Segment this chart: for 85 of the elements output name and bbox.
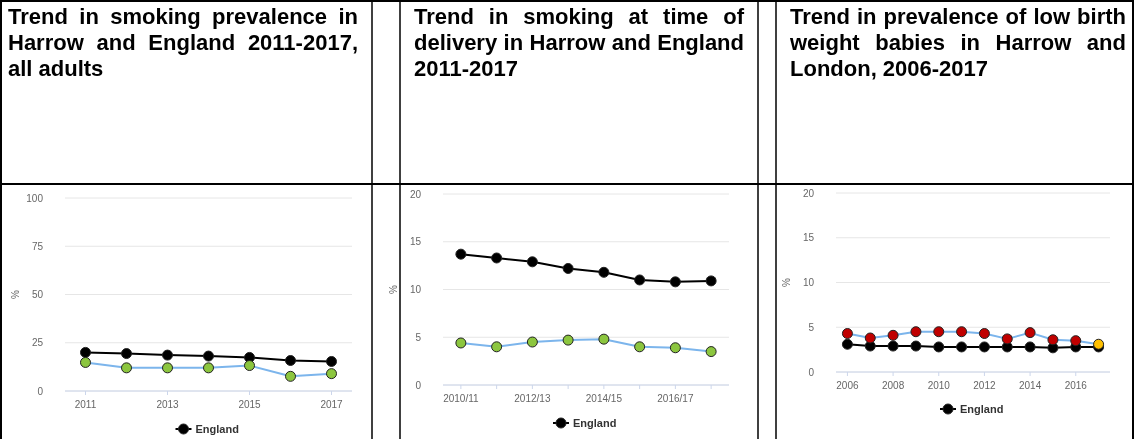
point xyxy=(285,355,296,367)
point xyxy=(1024,341,1036,353)
y-tick-label: 100 xyxy=(26,192,44,204)
point xyxy=(491,341,503,353)
x-tick-label: 2011 xyxy=(74,399,97,410)
point xyxy=(203,362,214,374)
x-tick-label: 2013 xyxy=(156,399,180,410)
y-tick-label: 0 xyxy=(415,379,422,391)
point xyxy=(978,341,990,353)
point xyxy=(326,355,337,367)
y-tick-label: 75 xyxy=(31,240,44,252)
point xyxy=(864,332,876,344)
point xyxy=(634,274,646,286)
point xyxy=(526,256,538,268)
point xyxy=(933,326,945,338)
point xyxy=(933,341,945,353)
point xyxy=(121,362,132,374)
y-tick-label: 10 xyxy=(802,277,815,288)
x-tick-label: 2017 xyxy=(320,399,344,410)
point xyxy=(491,252,503,264)
x-tick-label: 2010 xyxy=(927,380,951,391)
x-tick-label: 2014/15 xyxy=(585,393,623,404)
point xyxy=(910,326,922,338)
point xyxy=(887,329,899,341)
point xyxy=(203,350,214,362)
point xyxy=(1070,335,1082,347)
y-tick-label: 25 xyxy=(31,337,44,349)
legend-label: England xyxy=(195,423,239,435)
point xyxy=(841,328,853,340)
y-axis-title: % xyxy=(781,277,792,287)
point xyxy=(562,334,574,346)
y-tick-label: 0 xyxy=(37,385,44,397)
point xyxy=(705,346,717,358)
y-axis-title: % xyxy=(10,289,21,299)
point xyxy=(956,341,968,353)
y-tick-label: 5 xyxy=(415,331,422,343)
point xyxy=(162,362,173,374)
point xyxy=(598,333,610,345)
y-tick-label: 50 xyxy=(31,289,44,300)
point xyxy=(598,266,610,278)
y-axis-title: % xyxy=(388,284,399,294)
x-tick-label: 2014 xyxy=(1018,380,1042,391)
y-tick-label: 20 xyxy=(409,188,422,200)
x-tick-label: 2012 xyxy=(973,380,996,391)
point xyxy=(1047,334,1059,346)
x-tick-label: 2010/11 xyxy=(443,393,480,404)
x-tick-label: 2008 xyxy=(881,380,905,391)
point xyxy=(1001,333,1013,345)
point xyxy=(1024,327,1036,339)
point xyxy=(705,275,717,287)
point xyxy=(956,326,968,338)
point xyxy=(841,338,853,350)
point xyxy=(121,348,132,360)
chart-title: Trend in prevalence of low birth weight babies in Harrow and London, 2006-2017 xyxy=(790,4,1126,82)
point xyxy=(669,342,681,354)
point xyxy=(162,349,173,361)
y-tick-label: 15 xyxy=(802,232,815,244)
point xyxy=(910,340,922,352)
point xyxy=(455,248,467,260)
point xyxy=(634,341,646,353)
point xyxy=(326,368,337,380)
point xyxy=(80,346,91,358)
y-tick-label: 10 xyxy=(409,284,422,295)
x-tick-label: 2016 xyxy=(1064,380,1088,391)
x-tick-label: 2006 xyxy=(836,380,859,391)
x-tick-label: 2015 xyxy=(238,399,262,410)
point xyxy=(526,336,538,348)
legend-label: England xyxy=(960,403,1004,415)
point xyxy=(887,340,899,352)
point xyxy=(80,356,91,368)
chart-title: Trend in smoking at time of delivery in Harrow and England 2011-2017 xyxy=(414,4,744,82)
legend-label: England xyxy=(573,417,617,429)
y-tick-label: 15 xyxy=(409,236,422,248)
x-tick-label: 2016/17 xyxy=(657,393,694,404)
y-tick-label: 20 xyxy=(802,187,815,199)
point xyxy=(244,360,255,372)
y-tick-label: 0 xyxy=(808,366,815,378)
x-tick-label: 2012/13 xyxy=(514,393,551,404)
point xyxy=(285,370,296,382)
y-tick-label: 5 xyxy=(808,321,815,333)
point xyxy=(455,337,467,349)
point xyxy=(669,276,681,288)
point xyxy=(562,262,574,274)
point xyxy=(978,328,990,340)
chart-title: Trend in smoking prevalence in Harrow and England 2011-2017, all adults xyxy=(8,4,358,82)
